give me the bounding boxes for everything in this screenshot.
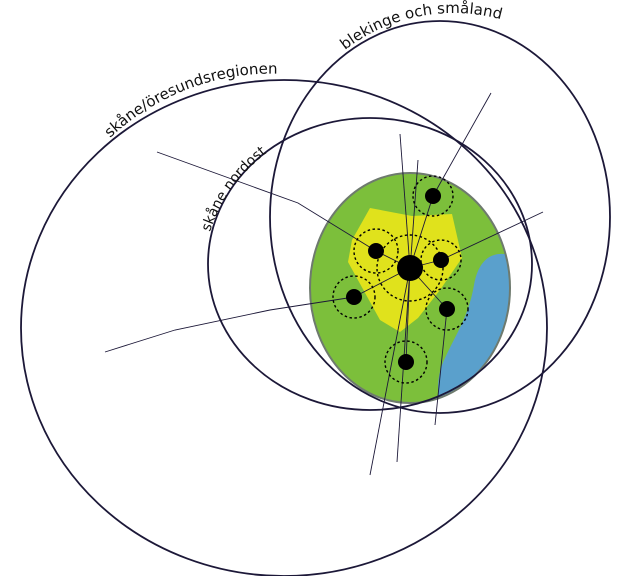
region-skane-oresund-boundary <box>20 79 548 576</box>
node-south <box>398 354 414 370</box>
spoke-6 <box>405 267 411 363</box>
line-north-2 <box>409 159 419 271</box>
nodes <box>346 188 455 370</box>
radius-north <box>412 175 454 217</box>
region-blekinge-smaland-boundary <box>269 20 611 414</box>
radius-northwest <box>353 228 399 274</box>
line-northwest <box>156 151 377 252</box>
node-southeast <box>439 301 455 317</box>
radius-southeast <box>425 287 469 331</box>
node-north <box>425 188 441 204</box>
radius-west <box>332 275 376 319</box>
core-area-border <box>309 172 511 404</box>
line-southeast <box>434 308 448 426</box>
region-skane-nordost-boundary <box>207 117 533 411</box>
service-radii <box>332 175 469 384</box>
node-northwest <box>368 243 384 259</box>
line-south-1 <box>369 267 411 476</box>
region-boundaries <box>20 20 611 576</box>
radius-south <box>384 340 428 384</box>
label-skane-nordost-text: skåne nordost <box>199 143 270 233</box>
radius-center <box>376 234 444 302</box>
radius-east <box>420 239 462 281</box>
node-west <box>346 289 362 305</box>
label-skane-nordost: skåne nordost <box>199 143 270 233</box>
node-east <box>433 252 449 268</box>
node-center <box>397 255 423 281</box>
line-east <box>440 211 544 261</box>
line-west <box>104 296 355 353</box>
line-north-1 <box>399 133 411 269</box>
